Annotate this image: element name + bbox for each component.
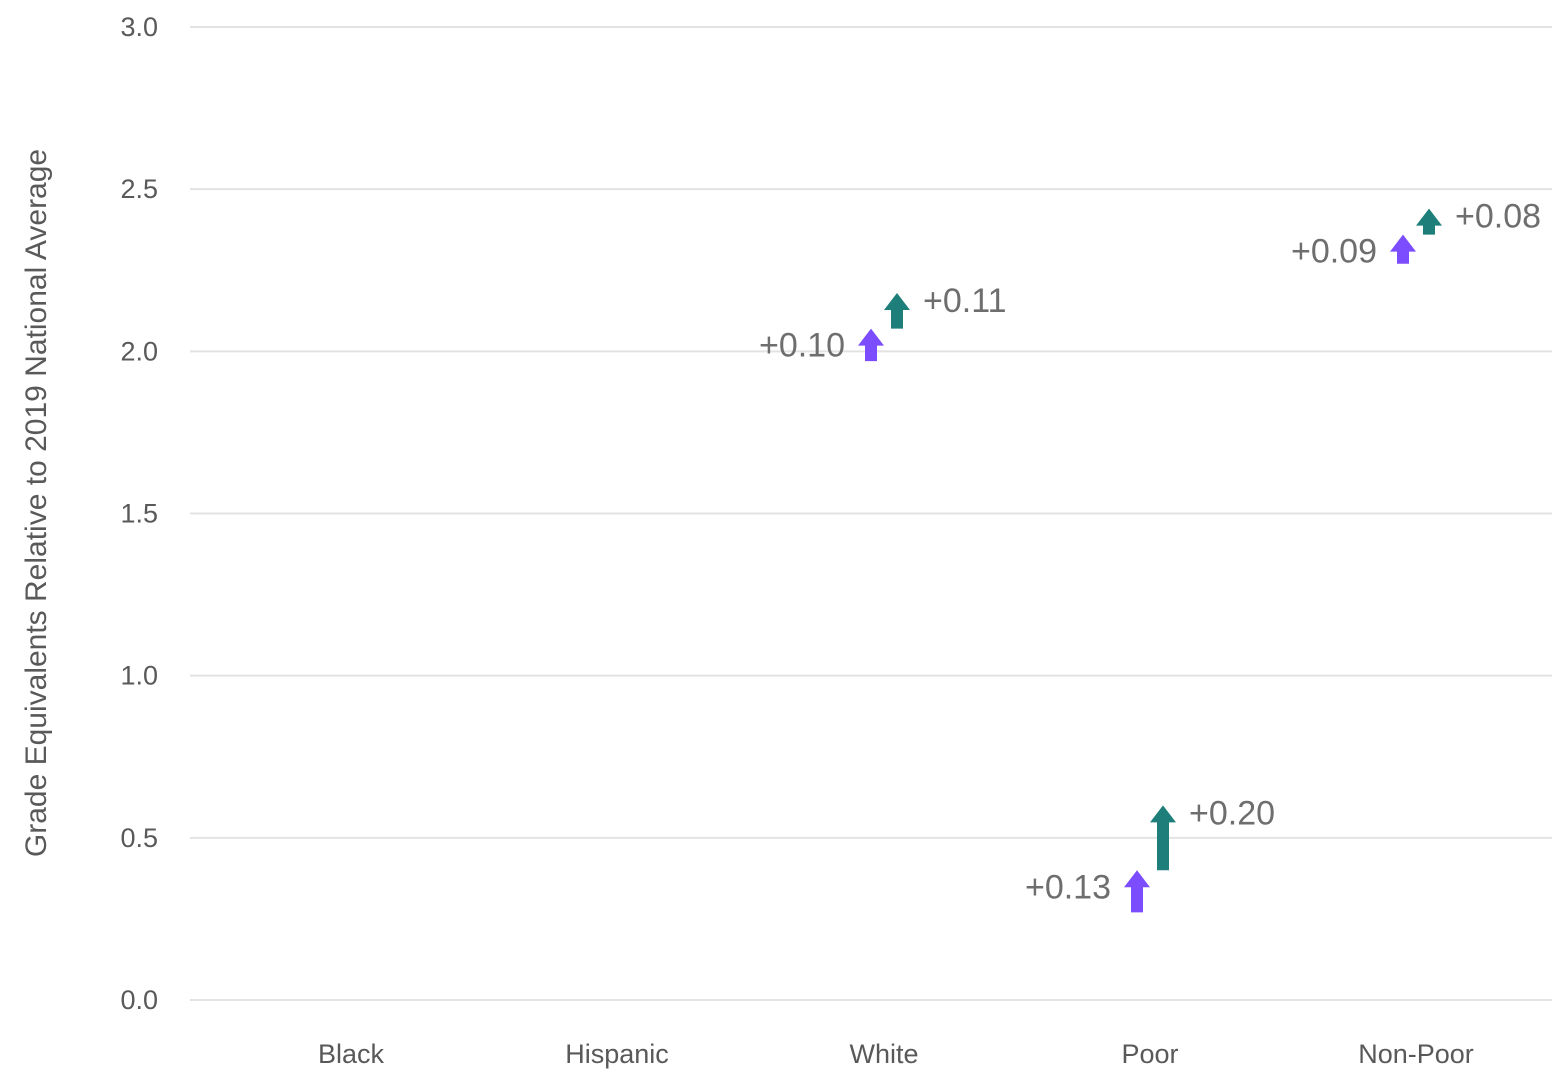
y-axis-ticks: 0.0 0.5 1.0 1.5 2.0 2.5 3.0 (120, 12, 158, 1015)
x-tick-label: Hispanic (565, 1039, 669, 1069)
arrow-marks (858, 208, 1442, 913)
x-tick-label: Black (318, 1039, 385, 1069)
data-label: +0.11 (923, 282, 1007, 320)
y-tick-label: 2.5 (120, 174, 158, 204)
data-label: +0.09 (1291, 233, 1377, 271)
change-arrow (858, 328, 884, 362)
x-axis-categories: Black Hispanic White Poor Non-Poor (318, 1039, 1474, 1069)
y-tick-label: 0.5 (120, 823, 158, 853)
y-tick-label: 1.5 (120, 499, 158, 529)
y-tick-label: 0.0 (120, 985, 158, 1015)
data-label: +0.08 (1455, 198, 1541, 236)
x-tick-label: Poor (1121, 1039, 1178, 1069)
y-tick-label: 2.0 (120, 336, 158, 366)
data-label: +0.20 (1189, 794, 1275, 832)
change-arrow (1390, 234, 1416, 264)
data-label: +0.13 (1025, 868, 1111, 906)
y-tick-label: 1.0 (120, 661, 158, 691)
x-tick-label: White (849, 1039, 918, 1069)
change-arrow (1124, 870, 1150, 913)
data-label: +0.10 (759, 327, 845, 365)
data-labels: +0.10 +0.13 +0.09 +0.11 +0.20 +0.08 (759, 198, 1541, 907)
x-tick-label: Non-Poor (1358, 1039, 1474, 1069)
change-arrow (1150, 805, 1176, 871)
change-arrow (884, 292, 910, 329)
gridlines (190, 26, 1552, 1001)
y-axis-title: Grade Equivalents Relative to 2019 Natio… (20, 149, 53, 857)
y-tick-label: 3.0 (120, 12, 158, 42)
change-arrow (1416, 208, 1442, 235)
